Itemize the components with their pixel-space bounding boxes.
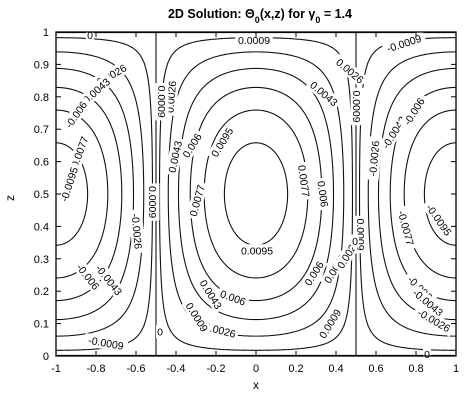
contour-label: 0.0095 — [206, 122, 238, 162]
contour-line — [223, 142, 289, 246]
y-tick-label: 0.4 — [34, 221, 49, 233]
y-tick-label: 0.1 — [34, 319, 49, 331]
contour-label-text: -0.0026 — [367, 140, 382, 177]
contour-label-text: -0.0009 — [385, 33, 423, 55]
contour-label-text: 0.0009 — [146, 186, 158, 218]
contour-label: 0 — [156, 325, 164, 339]
contour-label: -0.006 — [398, 92, 430, 131]
contour-label: 0.0009 — [155, 82, 169, 121]
contour-line — [56, 37, 456, 351]
contour-label: -0.0026 — [128, 209, 146, 254]
y-tick-label: 0.9 — [34, 59, 49, 71]
x-tick-label: 0.6 — [368, 363, 383, 375]
x-tick-label: -1 — [51, 363, 61, 375]
contour-label: 0.0077 — [294, 161, 314, 201]
x-tick-label: 1 — [453, 363, 459, 375]
contour-label-text: 0.0009 — [155, 86, 167, 118]
contour-label: 0.0009 — [181, 297, 213, 337]
contour-label: 0.0095 — [238, 244, 276, 258]
y-tick-label: 0.5 — [34, 189, 49, 201]
y-axis-label: z — [3, 195, 17, 201]
contour-line — [158, 37, 354, 351]
contour-label-text: 0.0009 — [183, 301, 210, 335]
contour-label-text: -0.0095 — [59, 166, 81, 204]
x-axis-label: x — [253, 378, 259, 392]
x-tick-label: 0.8 — [408, 363, 423, 375]
contour-label-text: -0.0009 — [87, 335, 124, 353]
y-tick-label: 0.3 — [34, 254, 49, 266]
contour-label-text: -0.0026 — [129, 213, 144, 250]
y-tick-label: 0.7 — [34, 124, 49, 136]
contour-label-text: 0.006 — [314, 180, 330, 208]
x-tick-label: 0.4 — [328, 363, 343, 375]
contour-label-text: -0.006 — [402, 96, 428, 128]
contour-label: -0.0077 — [394, 205, 418, 251]
contour-label: -0.0009 — [83, 332, 129, 354]
contour-label: 0 — [351, 234, 359, 248]
contour-label-text: 0 — [87, 30, 93, 42]
contour-label: 0.0009 — [235, 33, 273, 47]
contour-label: -0.0095 — [421, 198, 457, 242]
chart-title: 2D Solution: Θ0(x,z) for γ0 = 1.4 — [168, 7, 352, 25]
x-tick-label: 0.2 — [288, 363, 303, 375]
contour-label: -0.0009 — [381, 30, 427, 57]
contour-label-text: 0 — [352, 236, 358, 248]
plot-frame — [55, 31, 457, 357]
y-tick-label: 0.6 — [34, 157, 49, 169]
x-tick-label: 0 — [253, 363, 259, 375]
contour-line — [55, 142, 457, 246]
x-ticks: -1 -0.8 -0.6 -0.4 -0.2 0 0.2 0.4 0.6 0.8 1 — [51, 32, 459, 375]
contour-label: 0.0043 — [305, 76, 343, 111]
y-tick-label: 0.2 — [34, 286, 49, 298]
x-tick-label: -0.4 — [167, 363, 186, 375]
contour-label-text: 0.0009 — [317, 307, 344, 341]
contour-label: 0.0009 — [146, 183, 160, 221]
cell-boundaries — [56, 32, 456, 356]
x-tick-label: -0.6 — [127, 363, 146, 375]
contour-label-text: 0.0009 — [238, 35, 270, 47]
contour-label: 0 — [86, 28, 94, 42]
contour-labels: 0 0.0009 -0.0009-0.0026-0.0043-0.006-0.007… — [56, 28, 457, 361]
x-tick-label: -0.8 — [87, 363, 106, 375]
contour-label: 0 — [423, 347, 431, 361]
contour-label: -0.0095 — [56, 161, 82, 207]
contour-label: 0.006 — [314, 177, 332, 211]
contour-label-text: 0.0009 — [350, 90, 362, 122]
y-ticks: 0 0.1 0.2 0.3 0.4 0.5 0.6 0.7 0.8 0.9 1 — [34, 27, 456, 363]
x-tick-label: -0.2 — [207, 363, 226, 375]
y-tick-label: 1 — [43, 27, 49, 39]
contour-label: 0.0009 — [314, 304, 346, 343]
y-tick-label: 0 — [43, 351, 49, 363]
contour-label-text: 0.0077 — [295, 164, 311, 198]
contour-label-text: 0 — [157, 327, 163, 339]
contour-label-text: 0.0095 — [241, 246, 273, 258]
contour-label-text: 0 — [424, 349, 430, 361]
contour-lines — [55, 37, 457, 351]
contour-label: 0.0009 — [350, 87, 364, 126]
contour-label: 0.0026 — [331, 53, 369, 88]
y-tick-label: 0.8 — [34, 92, 49, 104]
contour-label-text: -0.006 — [63, 99, 90, 130]
